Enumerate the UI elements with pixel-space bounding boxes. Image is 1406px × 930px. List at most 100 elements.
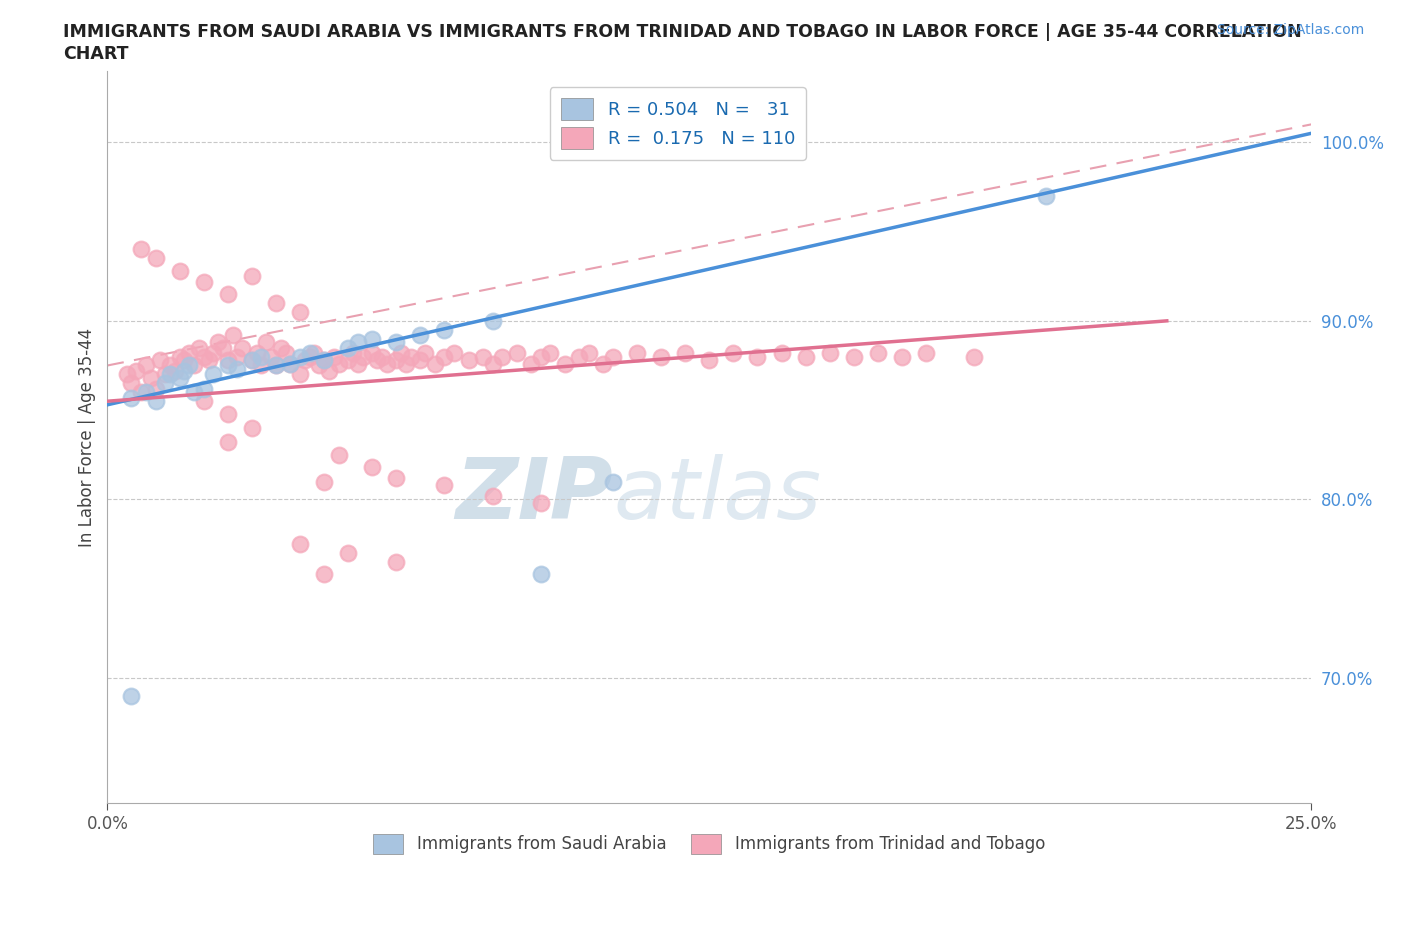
Point <box>312 474 335 489</box>
Point <box>187 340 209 355</box>
Point <box>389 346 412 361</box>
Point <box>366 352 388 367</box>
Point <box>193 274 215 289</box>
Point <box>818 346 841 361</box>
Point <box>602 474 624 489</box>
Point <box>280 356 302 371</box>
Point <box>337 546 360 561</box>
Y-axis label: In Labor Force | Age 35-44: In Labor Force | Age 35-44 <box>79 327 96 547</box>
Point <box>129 242 152 257</box>
Point <box>375 356 398 371</box>
Point <box>385 554 408 569</box>
Point <box>413 346 436 361</box>
Point <box>250 349 273 364</box>
Point <box>217 286 239 301</box>
Point <box>650 349 672 364</box>
Point <box>153 376 176 391</box>
Point <box>337 340 360 355</box>
Point <box>212 340 235 355</box>
Point <box>337 352 360 367</box>
Point <box>169 370 191 385</box>
Point <box>298 349 321 364</box>
Point <box>592 356 614 371</box>
Point <box>159 367 181 382</box>
Point <box>129 385 152 400</box>
Point <box>352 349 374 364</box>
Point <box>221 327 243 342</box>
Point <box>697 352 720 367</box>
Point <box>770 346 793 361</box>
Point <box>915 346 938 361</box>
Point <box>179 358 201 373</box>
Point <box>308 358 330 373</box>
Text: CHART: CHART <box>63 45 129 62</box>
Point <box>626 346 648 361</box>
Point <box>193 349 215 364</box>
Point <box>173 352 195 367</box>
Text: IMMIGRANTS FROM SAUDI ARABIA VS IMMIGRANTS FROM TRINIDAD AND TOBAGO IN LABOR FOR: IMMIGRANTS FROM SAUDI ARABIA VS IMMIGRAN… <box>63 23 1302 41</box>
Point <box>240 352 263 367</box>
Point <box>491 349 513 364</box>
Point <box>288 349 311 364</box>
Point <box>280 356 302 371</box>
Point <box>115 367 138 382</box>
Point <box>723 346 745 361</box>
Point <box>217 406 239 421</box>
Point <box>240 420 263 435</box>
Point <box>346 335 368 350</box>
Point <box>433 323 456 338</box>
Point <box>294 352 316 367</box>
Point <box>361 459 384 474</box>
Point <box>120 376 142 391</box>
Point <box>288 304 311 319</box>
Point <box>163 364 186 379</box>
Point <box>1035 189 1057 204</box>
Point <box>260 349 283 364</box>
Point <box>231 340 253 355</box>
Point <box>472 349 495 364</box>
Point <box>399 349 422 364</box>
Point <box>125 364 148 379</box>
Point <box>385 335 408 350</box>
Point <box>361 346 384 361</box>
Point <box>673 346 696 361</box>
Point <box>264 296 287 311</box>
Point <box>145 251 167 266</box>
Point <box>371 349 394 364</box>
Point <box>183 385 205 400</box>
Text: Source: ZipAtlas.com: Source: ZipAtlas.com <box>1216 23 1364 37</box>
Point <box>481 313 503 328</box>
Point <box>159 358 181 373</box>
Point <box>538 346 561 361</box>
Point <box>197 352 219 367</box>
Point <box>193 381 215 396</box>
Point <box>530 567 553 582</box>
Point <box>226 349 249 364</box>
Point <box>217 352 239 367</box>
Point <box>423 356 446 371</box>
Point <box>505 346 527 361</box>
Point <box>322 349 344 364</box>
Point <box>145 393 167 408</box>
Point <box>250 358 273 373</box>
Point <box>149 352 172 367</box>
Point <box>226 362 249 377</box>
Point <box>179 346 201 361</box>
Point <box>207 335 229 350</box>
Point <box>409 327 432 342</box>
Point <box>153 367 176 382</box>
Point <box>842 349 865 364</box>
Point <box>193 393 215 408</box>
Point <box>183 358 205 373</box>
Point <box>135 385 157 400</box>
Point <box>433 478 456 493</box>
Point <box>246 346 269 361</box>
Point <box>530 496 553 511</box>
Point <box>443 346 465 361</box>
Text: ZIP: ZIP <box>456 454 613 537</box>
Point <box>264 358 287 373</box>
Point <box>312 567 335 582</box>
Point <box>254 335 277 350</box>
Point <box>202 346 225 361</box>
Point <box>890 349 912 364</box>
